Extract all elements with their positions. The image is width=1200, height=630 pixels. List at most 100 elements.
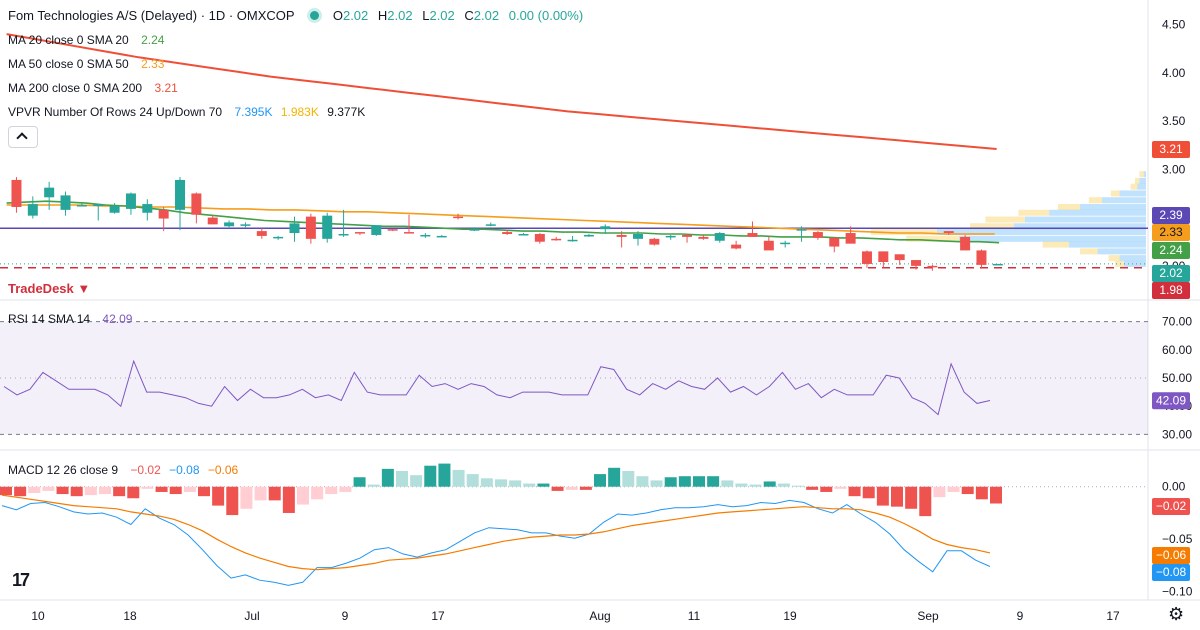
candle-up	[27, 204, 38, 216]
macd-legend[interactable]: MACD 12 26 close 9 −0.02 −0.08 −0.06	[8, 463, 243, 477]
candle-down	[731, 244, 742, 249]
macd-hist-bar	[14, 486, 27, 497]
volume-profile-up-bar	[1080, 203, 1146, 210]
macd-hist-bar	[381, 468, 394, 487]
vpvr-up-value: 7.395K	[234, 105, 273, 119]
ma50-label: MA 50 close 0 SMA 50	[8, 57, 129, 71]
candle-up	[567, 239, 578, 242]
volume-profile-down-bar	[970, 223, 1014, 230]
candle-down	[911, 260, 922, 266]
legend-ma50[interactable]: MA 50 close 0 SMA 50 2.33	[8, 57, 169, 71]
candle-down	[191, 193, 202, 215]
open-value: 2.02	[342, 8, 369, 23]
collapse-legend-button[interactable]	[8, 126, 38, 148]
rsi-tick-label: 70.00	[1162, 315, 1192, 329]
macd-hist-bar	[594, 474, 606, 487]
macd-hist-bar	[721, 480, 734, 487]
rsi-tick-label: 30.00	[1162, 427, 1192, 441]
rsi-tag-bg	[1152, 392, 1190, 410]
macd-hist-bar	[127, 486, 140, 499]
candle-down	[649, 238, 660, 245]
close-label: C	[464, 8, 474, 23]
macd-hist-bar	[523, 483, 536, 487]
macd-hist-bar	[608, 467, 621, 487]
rsi-line	[3, 359, 991, 416]
candle-down	[976, 250, 987, 265]
macd-hist-bar	[466, 474, 479, 487]
candle-up	[420, 234, 431, 237]
volume-profile-down-bar	[1080, 248, 1098, 255]
price-tag: 2.02	[1159, 266, 1183, 280]
rsi-legend[interactable]: RSI 14 SMA 14 42.09	[8, 312, 137, 326]
macd-hist-bar	[198, 486, 210, 497]
macd-hist-bar	[990, 486, 1002, 504]
rsi-band	[0, 321, 1148, 435]
candle-down	[927, 265, 938, 268]
candle-down	[878, 251, 889, 262]
macd-hist-bar	[664, 477, 677, 487]
time-tick-label: Jul	[244, 609, 259, 623]
macd-hist-bar	[438, 463, 451, 487]
brand-label[interactable]: TradeDesk ▼	[8, 281, 91, 296]
macd-value: −0.02	[130, 463, 161, 477]
signal-value: −0.08	[169, 463, 200, 477]
macd-hist-bar	[480, 478, 493, 487]
price-tag: 2.39	[1159, 208, 1183, 222]
volume-profile-up-bar	[1143, 171, 1146, 178]
macd-hist-bar	[424, 465, 437, 487]
macd-hist-bar	[876, 486, 889, 506]
candle-up	[322, 215, 333, 239]
macd-hist-bar	[183, 486, 196, 492]
macd-hist-bar	[848, 486, 861, 497]
macd-tag: −0.08	[1156, 565, 1187, 579]
legend-ma20[interactable]: MA 20 close 0 SMA 20 2.24	[8, 33, 169, 47]
symbol-title[interactable]: Fom Technologies A/S (Delayed) · 1D · OM…	[8, 8, 295, 23]
candle-down	[812, 232, 823, 238]
candle-up	[600, 226, 611, 230]
macd-hist-bar	[254, 486, 267, 501]
ma20-value: 2.24	[141, 33, 165, 47]
price-tick-label: 3.50	[1162, 114, 1186, 128]
rsi-tag: 42.09	[1156, 393, 1186, 407]
volume-profile-up-bar	[1119, 255, 1146, 262]
symbol-header: Fom Technologies A/S (Delayed) · 1D · OM…	[8, 8, 589, 23]
macd-hist-bar	[42, 486, 55, 491]
candle-down	[682, 234, 693, 237]
time-tick-label: Aug	[589, 609, 610, 623]
candle-down	[502, 232, 513, 234]
legend-ma200[interactable]: MA 200 close 0 SMA 200 3.21	[8, 81, 183, 95]
candle-up	[632, 234, 643, 239]
macd-hist-bar	[806, 486, 819, 490]
volume-profile-up-bar	[1124, 260, 1146, 267]
macd-hist-bar	[28, 486, 41, 494]
price-tick-label: 3.00	[1162, 162, 1186, 176]
macd-hist-bar	[495, 479, 507, 487]
macd-hist-bar	[212, 486, 225, 506]
candle-down	[829, 237, 840, 247]
ma200-value: 3.21	[154, 81, 178, 95]
macd-tick-label: 0.00	[1162, 480, 1186, 494]
macd-hist-bar	[0, 486, 12, 496]
macd-hist-bar	[636, 476, 649, 487]
candle-up	[436, 235, 447, 238]
macd-tick-label: −0.05	[1162, 532, 1193, 546]
open-label: O	[332, 8, 343, 23]
volume-profile-up-bar	[1025, 216, 1146, 223]
settings-gear-icon[interactable]: ⚙	[1168, 604, 1185, 624]
vpvr-total-value: 9.377K	[327, 105, 366, 119]
ma200-label: MA 200 close 0 SMA 200	[8, 81, 143, 95]
macd-hist-bar	[947, 486, 960, 492]
candle-up	[583, 234, 594, 237]
tradingview-logo-icon[interactable]: 17	[12, 570, 30, 590]
time-tick-label: 11	[688, 609, 701, 623]
close-value: 2.02	[473, 8, 500, 23]
macd-tag: −0.02	[1156, 499, 1187, 513]
macd-hist-bar	[891, 486, 903, 507]
legend-vpvr[interactable]: VPVR Number Of Rows 24 Up/Down 70 7.395K…	[8, 105, 370, 119]
candle-up	[796, 229, 807, 231]
vpvr-label: VPVR Number Of Rows 24 Up/Down 70	[8, 105, 223, 119]
candle-up	[224, 222, 235, 227]
macd-tag-bg	[1152, 498, 1190, 515]
